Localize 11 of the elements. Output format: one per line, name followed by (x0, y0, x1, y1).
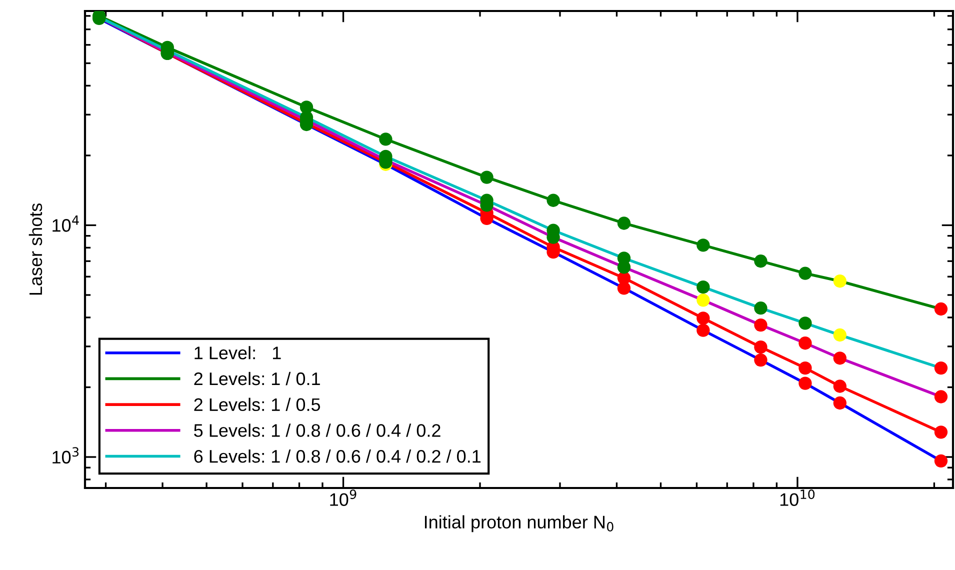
y-tick-label: 10$^{4}$ (52, 216, 79, 232)
y-tick-label: 10$^{3}$ (52, 447, 79, 464)
y-axis-title: Laser shots (28, 203, 42, 295)
legend-label: 6 Levels: 1 / 0.8 / 0.6 / 0.4 / 0.2 / 0.1 (194, 450, 481, 463)
x-axis-title: Initial proton number N$_{0}$ (424, 515, 614, 532)
x-tick-label: 10$^{9}$ (330, 490, 356, 506)
legend-label: 5 Levels: 1 / 0.8 / 0.6 / 0.4 / 0.2 (194, 424, 440, 437)
legend-label: 2 Levels: 1 / 0.5 (194, 398, 320, 412)
legend-label: 1 Level: 1 (194, 346, 281, 360)
x-tick-label: 10$^{10}$ (780, 490, 815, 506)
legend-label: 2 Levels: 1 / 0.1 (194, 372, 320, 386)
